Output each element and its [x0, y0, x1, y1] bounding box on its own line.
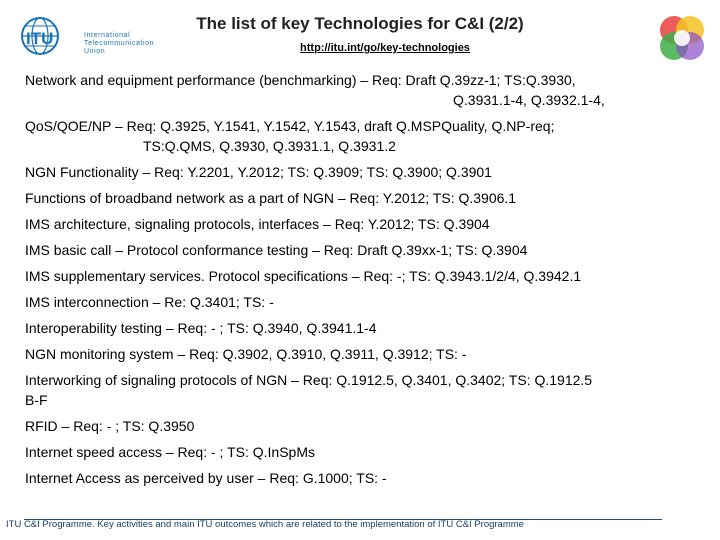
list-item: IMS interconnection – Re: Q.3401; TS: - — [25, 294, 274, 310]
list-item: RFID – Req: - ; TS: Q.3950 — [25, 418, 195, 434]
list-item: IMS supplementary services. Protocol spe… — [25, 268, 582, 284]
list-item: Internet Access as perceived by user – R… — [25, 470, 387, 486]
list-item: Network and equipment performance (bench… — [25, 72, 605, 108]
list-item: IMS basic call – Protocol conformance te… — [25, 242, 528, 258]
list-item: NGN Functionality – Req: Y.2201, Y.2012;… — [25, 164, 492, 180]
footer-divider — [24, 519, 662, 520]
logo-line-2: Telecommunication — [84, 40, 155, 47]
technology-list: Network and equipment performance (bench… — [25, 70, 705, 488]
color-circles-icon — [660, 16, 704, 60]
footer-text: ITU C&I Programme. Key activities and ma… — [6, 519, 524, 530]
itu-globe-icon: ITU — [21, 17, 59, 55]
list-item: Functions of broadband network as a part… — [25, 190, 517, 206]
list-item: QoS/QOE/NP – Req: Q.3925, Y.1541, Y.1542… — [25, 118, 555, 154]
list-item: IMS architecture, signaling protocols, i… — [25, 216, 490, 232]
list-item: Interworking of signaling protocols of N… — [25, 372, 593, 408]
logo-line-3: Union — [84, 48, 106, 55]
page-title: The list of key Technologies for C&I (2/… — [196, 14, 524, 33]
key-technologies-link[interactable]: http://itu.int/go/key-technologies — [300, 42, 470, 54]
list-item: Internet speed access – Req: - ; TS: Q.I… — [25, 444, 315, 460]
logo-line-1: International — [84, 32, 131, 39]
svg-text:ITU: ITU — [26, 29, 53, 48]
list-item: NGN monitoring system – Req: Q.3902, Q.3… — [25, 346, 467, 362]
list-item: Interoperability testing – Req: - ; TS: … — [25, 320, 377, 336]
itu-logo: ITU International Telecommunication Unio… — [18, 14, 168, 58]
